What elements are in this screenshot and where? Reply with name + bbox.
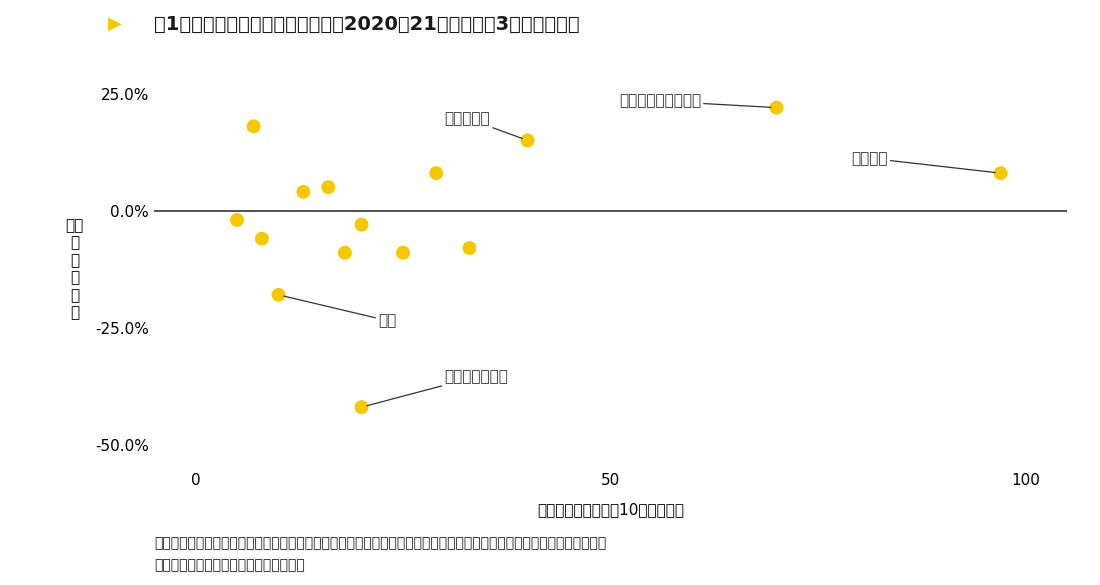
Point	[428, 168, 446, 178]
Text: 一次金属・金属製品: 一次金属・金属製品	[619, 94, 771, 109]
Point	[228, 215, 245, 225]
Point	[353, 402, 371, 412]
Point	[992, 168, 1010, 178]
Point	[519, 136, 537, 145]
Text: 食品加工: 食品加工	[851, 151, 996, 173]
Point	[295, 187, 312, 197]
Point	[319, 183, 337, 192]
Point	[270, 290, 287, 300]
Point	[253, 234, 271, 243]
Text: ▶: ▶	[108, 15, 122, 33]
Point	[337, 248, 354, 257]
Point	[394, 248, 411, 257]
Text: 図1　製造業サブセクターの売上高2020～21年、および3年間の成長率: 図1 製造業サブセクターの売上高2020～21年、および3年間の成長率	[154, 15, 580, 33]
Point	[461, 243, 478, 253]
Text: 食品、金属・金属製品、機械・設備など、高いベースライン収益と成長率を示している部門がある。しかし、同時に他の
部門では、収益が大きく減少している。: 食品、金属・金属製品、機械・設備など、高いベースライン収益と成長率を示している部…	[154, 536, 606, 572]
X-axis label: サブセクター収益（10億豪ドル）: サブセクター収益（10億豪ドル）	[537, 502, 684, 517]
Text: 石油・石炭製品: 石油・石炭製品	[367, 369, 508, 406]
Point	[245, 122, 263, 131]
Y-axis label: 過去
３
年
成
長
率: 過去 ３ 年 成 長 率	[65, 218, 84, 320]
Text: 機械・設備: 機械・設備	[444, 111, 522, 139]
Text: 印刷: 印刷	[284, 296, 396, 328]
Point	[353, 220, 371, 229]
Point	[768, 103, 785, 112]
